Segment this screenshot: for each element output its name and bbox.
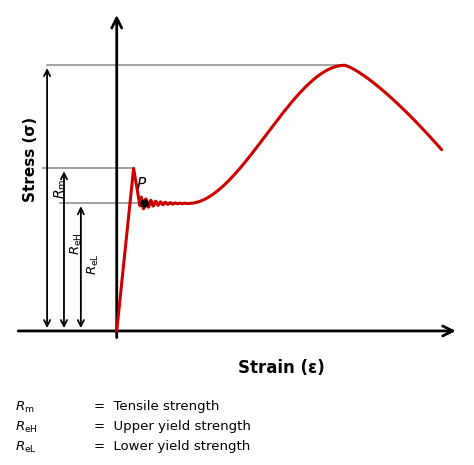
Text: $R_\mathrm{m}$: $R_\mathrm{m}$ xyxy=(52,179,69,199)
Text: $R_\mathrm{m}$: $R_\mathrm{m}$ xyxy=(16,400,35,415)
Text: $P$: $P$ xyxy=(137,177,147,193)
Text: =  Upper yield strength: = Upper yield strength xyxy=(93,420,250,433)
Text: $R_\mathrm{eH}$: $R_\mathrm{eH}$ xyxy=(69,232,84,255)
Text: Strain (ε): Strain (ε) xyxy=(238,359,325,377)
Text: =  Tensile strength: = Tensile strength xyxy=(93,400,219,413)
Text: =  Lower yield strength: = Lower yield strength xyxy=(93,440,250,453)
Text: Stress (σ): Stress (σ) xyxy=(23,117,38,202)
Text: $R_\mathrm{eH}$: $R_\mathrm{eH}$ xyxy=(16,420,38,435)
Text: $R_\mathrm{eL}$: $R_\mathrm{eL}$ xyxy=(16,440,37,455)
Text: $R_\mathrm{eL}$: $R_\mathrm{eL}$ xyxy=(86,253,101,275)
